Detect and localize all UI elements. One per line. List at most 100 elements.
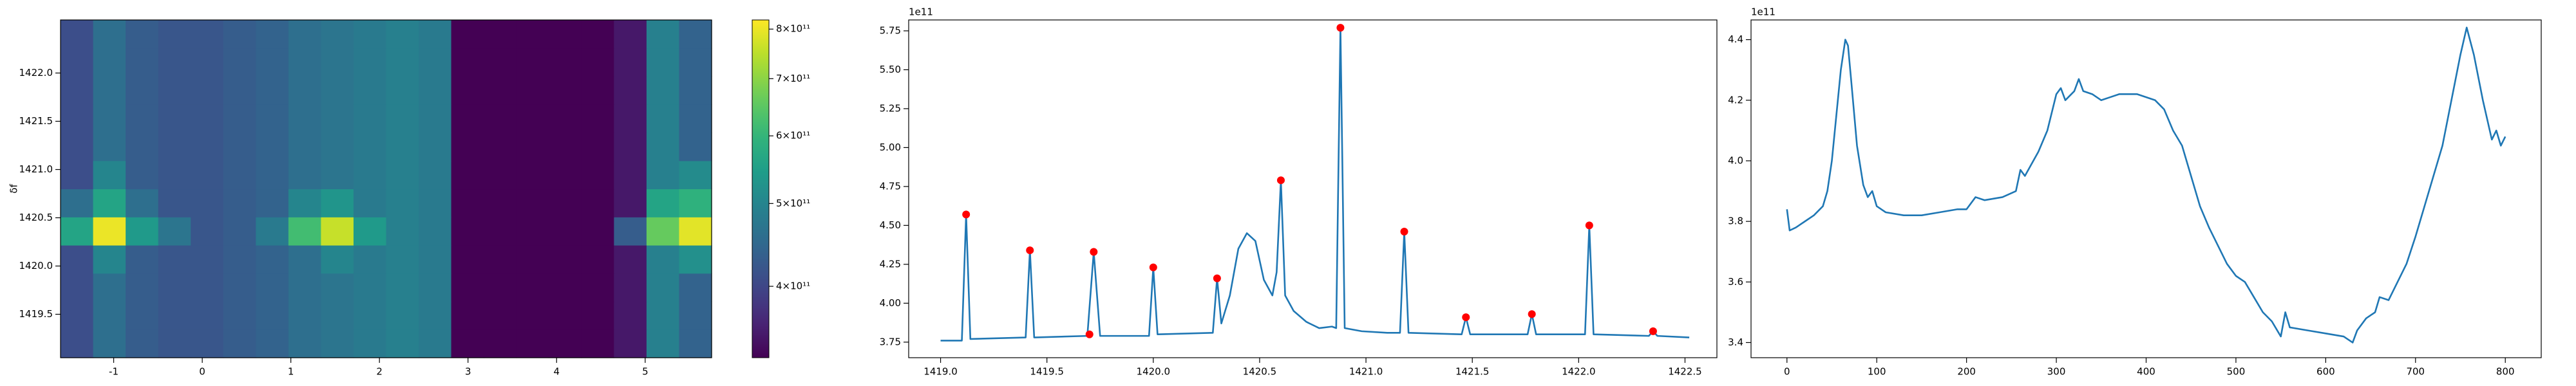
- heatmap-cell: [256, 104, 289, 133]
- y-tick-label: 1420.0: [19, 260, 53, 271]
- heatmap-cell: [191, 301, 224, 330]
- heatmap-cell: [549, 104, 582, 133]
- x-tick-label: 1420.5: [1243, 366, 1277, 378]
- peak-marker: [1649, 327, 1657, 335]
- peak-marker: [1585, 221, 1593, 230]
- heatmap-cell: [353, 273, 387, 302]
- heatmap-cell: [126, 20, 159, 49]
- heatmap-cell: [646, 273, 680, 302]
- heatmap-cell: [321, 76, 354, 105]
- offset-label: 1e11: [909, 6, 933, 18]
- peak-marker: [1400, 228, 1408, 236]
- heatmap-cell: [288, 48, 321, 77]
- heatmap-cell: [321, 48, 354, 77]
- heatmap-cell: [386, 104, 419, 133]
- heatmap-cell: [614, 217, 647, 246]
- heatmap-cell: [419, 217, 452, 246]
- heatmap-cell: [646, 245, 680, 274]
- x-tick-label: 0: [199, 366, 205, 378]
- heatmap-cell: [679, 20, 712, 49]
- heatmap-cell: [484, 133, 517, 161]
- axes-frame: [1750, 19, 2542, 358]
- heatmap-cell: [646, 217, 680, 246]
- heatmap-cell: [451, 217, 484, 246]
- heatmap-cell: [256, 301, 289, 330]
- heatmap-cell: [256, 76, 289, 105]
- heatmap-cell: [321, 329, 354, 358]
- heatmap-cell: [484, 245, 517, 274]
- peak-marker: [1528, 310, 1536, 318]
- data-line: [1786, 26, 2506, 344]
- x-tick-label: 0: [1784, 366, 1790, 378]
- heatmap-cell: [679, 217, 712, 246]
- peak-marker: [1090, 248, 1098, 256]
- heatmap-cell: [353, 20, 387, 49]
- heatmap-cell: [158, 48, 191, 77]
- x-tick-label: 2: [376, 366, 383, 378]
- heatmap-cell: [256, 245, 289, 274]
- heatmap-cell: [353, 301, 387, 330]
- heatmap-cell: [353, 160, 387, 190]
- heatmap-cell: [581, 20, 614, 49]
- heatmap-cell: [61, 245, 94, 274]
- heatmap-cell: [288, 76, 321, 105]
- heatmap-cell: [386, 133, 419, 161]
- y-tick-label: 4.25: [880, 258, 901, 270]
- heatmap-cell: [581, 273, 614, 302]
- heatmap-cell: [191, 160, 224, 190]
- heatmap-cell: [61, 329, 94, 358]
- colorbar-tick-label: 5×10¹¹: [776, 198, 810, 209]
- heatmap-cell: [93, 273, 126, 302]
- heatmap-cell: [679, 160, 712, 190]
- y-tick-label: 4.4: [1728, 33, 1743, 45]
- panel: 1e11 0 100 200 300 400 500 600 700 800 3.4 3.6 3.8 4.…: [1728, 6, 2542, 378]
- heatmap-cell: [158, 245, 191, 274]
- y-tick-label: 5.00: [880, 142, 901, 153]
- heatmap-cell: [223, 245, 256, 274]
- y-tick-label: 4.50: [880, 219, 901, 231]
- heatmap-cell: [679, 273, 712, 302]
- x-tick-label: 1421.0: [1349, 366, 1383, 378]
- heatmap-cell: [549, 188, 582, 217]
- heatmap-cell: [451, 188, 484, 217]
- heatmap-cell: [484, 188, 517, 217]
- axes-frame: [908, 19, 1718, 358]
- heatmap-cell: [419, 48, 452, 77]
- heatmap-cell: [484, 301, 517, 330]
- heatmap-cell: [549, 301, 582, 330]
- heatmap-cell: [321, 133, 354, 161]
- heatmap-cell: [223, 329, 256, 358]
- heatmap-cell: [484, 273, 517, 302]
- data-line: [940, 26, 1690, 342]
- heatmap-cell: [288, 273, 321, 302]
- heatmap-cell: [223, 104, 256, 133]
- x-tick-label: 4: [554, 366, 560, 378]
- heatmap-cell: [158, 133, 191, 161]
- heatmap-cell: [158, 20, 191, 49]
- heatmap-cell: [61, 133, 94, 161]
- heatmap-cell: [223, 20, 256, 49]
- heatmap-cell: [581, 104, 614, 133]
- heatmap-cell: [484, 329, 517, 358]
- heatmap-cell: [484, 217, 517, 246]
- heatmap-cell: [549, 160, 582, 190]
- heatmap-cell: [158, 301, 191, 330]
- heatmap-cell: [614, 76, 647, 105]
- heatmap-cell: [484, 104, 517, 133]
- heatmap-cell: [321, 160, 354, 190]
- x-tick-label: 400: [2137, 366, 2155, 378]
- x-tick-label: 1422.5: [1668, 366, 1702, 378]
- x-tick-label: 1: [288, 366, 294, 378]
- heatmap-cell: [484, 20, 517, 49]
- heatmap-cell: [451, 301, 484, 330]
- heatmap-cell: [288, 104, 321, 133]
- heatmap-cell: [516, 133, 549, 161]
- heatmap-cell: [419, 301, 452, 330]
- heatmap-cell: [386, 273, 419, 302]
- heatmap-cell: [419, 133, 452, 161]
- peak-marker: [1213, 274, 1221, 282]
- heatmap-cell: [516, 245, 549, 274]
- heatmap-cell: [93, 217, 126, 246]
- heatmap-cell: [646, 76, 680, 105]
